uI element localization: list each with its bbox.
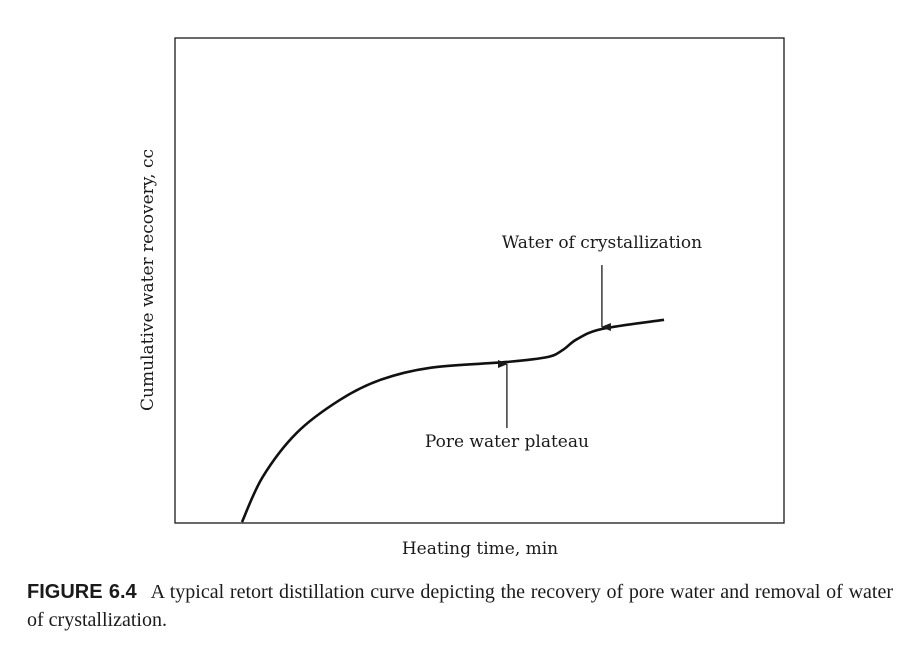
- chart: Water of crystallization Pore water plat…: [138, 37, 785, 559]
- figure-caption: FIGURE 6.4 A typical retort distillation …: [27, 578, 893, 634]
- series-line: [240, 318, 665, 523]
- annotation-crystallization: Water of crystallization: [502, 233, 702, 253]
- annotation-plateau: Pore water plateau: [425, 432, 589, 452]
- caption-text: A typical retort distillation curve depi…: [27, 581, 893, 631]
- caption-label: FIGURE 6.4: [27, 581, 137, 603]
- plot-frame: [174, 37, 785, 524]
- y-axis-label: Cumulative water recovery, cc: [138, 149, 158, 411]
- x-axis-label: Heating time, min: [402, 539, 558, 559]
